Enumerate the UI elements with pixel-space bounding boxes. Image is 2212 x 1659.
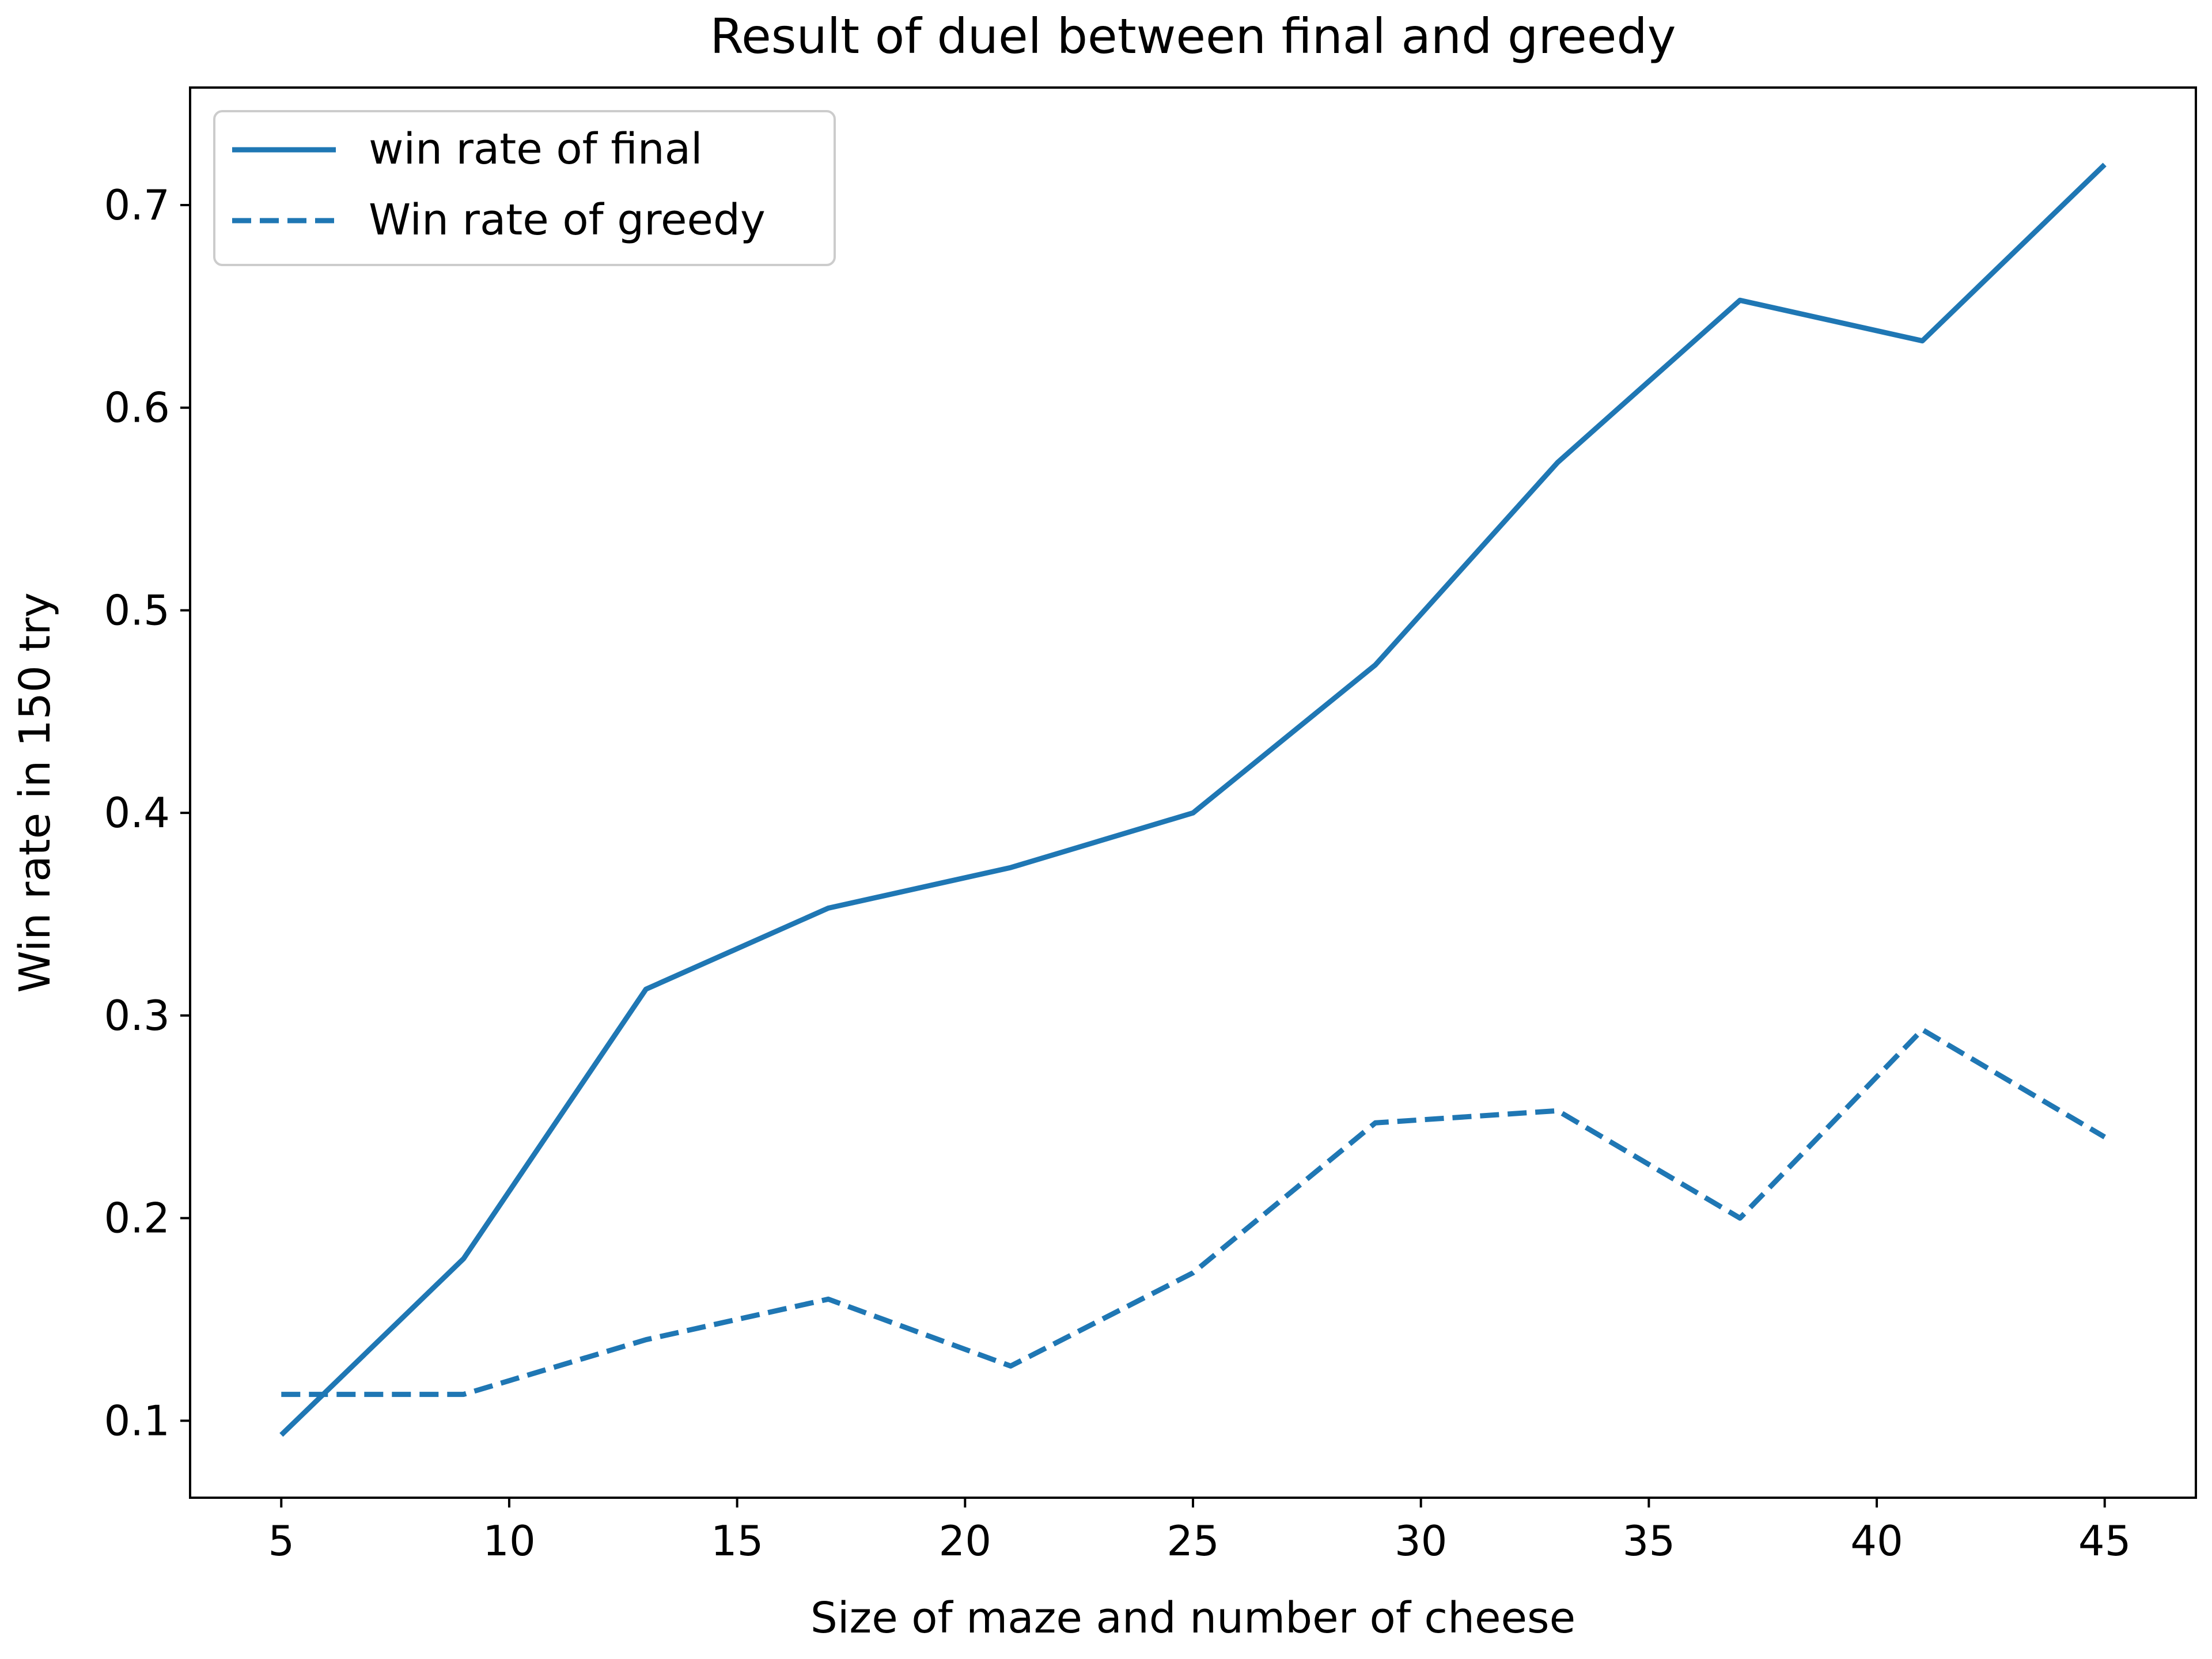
x-axis: 5 10 15 20 25 30 35 40 45 <box>268 1498 2131 1565</box>
y-axis: 0.1 0.2 0.3 0.4 0.5 0.6 0.7 <box>104 181 190 1445</box>
y-tick-label: 0.7 <box>104 181 170 229</box>
x-axis-label: Size of maze and number of cheese <box>810 1593 1575 1643</box>
series-line-final <box>279 162 2107 1437</box>
x-tick-label: 30 <box>1395 1517 1448 1565</box>
y-tick-label: 0.1 <box>104 1396 170 1445</box>
x-tick-label: 5 <box>268 1517 294 1565</box>
legend-label-greedy: Win rate of greedy <box>369 195 766 245</box>
x-tick-label: 25 <box>1166 1517 1219 1565</box>
y-tick-label: 0.2 <box>104 1194 170 1243</box>
chart-title: Result of duel between final and greedy <box>710 8 1676 65</box>
x-tick-label: 40 <box>1850 1517 1903 1565</box>
legend: win rate of final Win rate of greedy <box>213 110 836 266</box>
x-tick-label: 45 <box>2078 1517 2131 1565</box>
legend-box <box>213 110 836 266</box>
y-tick-label: 0.4 <box>104 789 170 837</box>
x-tick-label: 35 <box>1623 1517 1676 1565</box>
series-layer <box>279 162 2107 1437</box>
x-tick-label: 10 <box>483 1517 536 1565</box>
y-tick-label: 0.3 <box>104 991 170 1040</box>
x-tick-label: 15 <box>711 1517 764 1565</box>
y-tick-label: 0.5 <box>104 586 170 634</box>
series-line-greedy <box>281 1027 2106 1397</box>
y-axis-label: Win rate in 150 try <box>10 592 60 993</box>
x-tick-label: 20 <box>939 1517 992 1565</box>
y-tick-label: 0.6 <box>104 384 170 432</box>
legend-label-final: win rate of final <box>369 124 703 174</box>
